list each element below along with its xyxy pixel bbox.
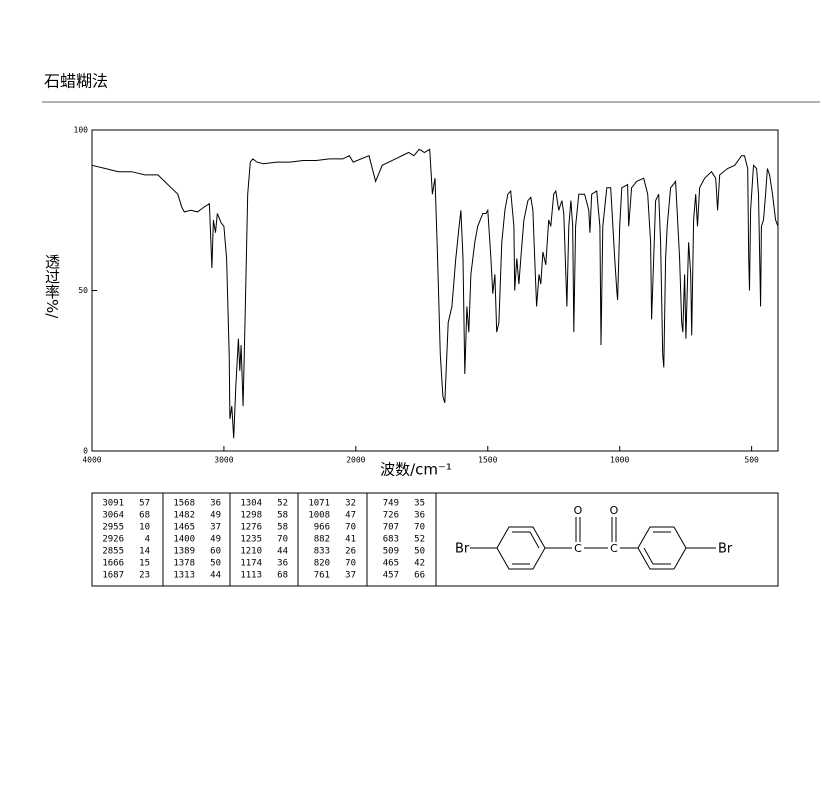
x-tick-label: 1000 [610,456,629,465]
peak-transmittance: 68 [139,511,150,521]
table-frame [91,492,779,587]
peak-wavenumber: 2855 [102,547,124,557]
spectrum-line [91,148,779,439]
peak-wavenumber: 1276 [240,523,262,533]
peak-transmittance: 44 [210,571,221,581]
peak-wavenumber: 1666 [102,559,124,569]
peak-wavenumber: 726 [383,511,399,521]
peak-wavenumber: 707 [383,523,399,533]
x-tick-label: 3000 [214,456,233,465]
peak-transmittance: 32 [345,499,356,509]
peak-transmittance: 70 [345,559,356,569]
atom-label: Br [718,542,733,557]
x-tick-label: 2000 [346,456,365,465]
peak-transmittance: 44 [277,547,288,557]
peak-wavenumber: 749 [383,499,399,509]
peak-wavenumber: 465 [383,559,399,569]
peak-transmittance: 70 [345,523,356,533]
peak-wavenumber: 1568 [173,499,195,509]
peak-wavenumber: 1298 [240,511,262,521]
y-axis-label: 透过率%/ [43,254,61,319]
peak-wavenumber: 882 [314,535,330,545]
peak-wavenumber: 1174 [240,559,262,569]
peak-transmittance: 70 [277,535,288,545]
peak-transmittance: 42 [414,559,425,569]
peak-wavenumber: 683 [383,535,399,545]
peak-transmittance: 50 [210,559,221,569]
peak-wavenumber: 1313 [173,571,195,581]
peak-wavenumber: 1210 [240,547,262,557]
atom-label: O [610,504,619,517]
page-title: 石蜡糊法 [44,72,108,91]
peak-wavenumber: 1465 [173,523,195,533]
x-tick-label: 4000 [82,456,101,465]
peak-transmittance: 4 [145,535,150,545]
peak-wavenumber: 966 [314,523,330,533]
peak-wavenumber: 1482 [173,511,195,521]
peak-transmittance: 15 [139,559,150,569]
peak-wavenumber: 1304 [240,499,262,509]
peak-transmittance: 66 [414,571,425,581]
atom-label: Br [455,542,470,557]
peak-wavenumber: 3064 [102,511,124,521]
plot-frame [91,129,779,452]
peak-transmittance: 10 [139,523,150,533]
peak-transmittance: 58 [277,511,288,521]
peak-wavenumber: 1400 [173,535,195,545]
peak-transmittance: 50 [414,547,425,557]
peak-transmittance: 36 [277,559,288,569]
peak-transmittance: 37 [345,571,356,581]
peak-transmittance: 52 [277,499,288,509]
peak-wavenumber: 820 [314,559,330,569]
peak-transmittance: 68 [277,571,288,581]
atom-label: C [574,542,582,555]
peak-transmittance: 57 [139,499,150,509]
peak-transmittance: 23 [139,571,150,581]
peak-wavenumber: 761 [314,571,330,581]
peak-wavenumber: 1071 [308,499,330,509]
peak-wavenumber: 1378 [173,559,195,569]
peak-transmittance: 36 [414,511,425,521]
peak-transmittance: 36 [210,499,221,509]
peak-wavenumber: 1235 [240,535,262,545]
peak-wavenumber: 833 [314,547,330,557]
peak-transmittance: 37 [210,523,221,533]
peak-wavenumber: 1389 [173,547,195,557]
x-tick-label: 1500 [478,456,497,465]
peak-transmittance: 41 [345,535,356,545]
peak-transmittance: 60 [210,547,221,557]
atom-label: C [610,542,618,555]
peak-wavenumber: 457 [383,571,399,581]
peak-wavenumber: 1008 [308,511,330,521]
peak-transmittance: 70 [414,523,425,533]
peak-transmittance: 35 [414,499,425,509]
peak-transmittance: 58 [277,523,288,533]
peak-wavenumber: 2926 [102,535,124,545]
peak-transmittance: 52 [414,535,425,545]
table-dividers [162,493,437,586]
peak-transmittance: 47 [345,511,356,521]
peak-wavenumber: 509 [383,547,399,557]
peak-wavenumber: 3091 [102,499,124,509]
structure-bonds [470,517,716,570]
y-tick-label: 50 [78,286,88,295]
y-tick-label: 0 [83,447,88,456]
y-tick-label: 100 [74,126,89,135]
x-axis-label: 波数/cm⁻¹ [380,461,452,479]
peak-transmittance: 26 [345,547,356,557]
peak-wavenumber: 1113 [240,571,262,581]
x-tick-label: 500 [744,456,759,465]
peak-transmittance: 49 [210,535,221,545]
peak-transmittance: 49 [210,511,221,521]
peak-transmittance: 14 [139,547,150,557]
peak-wavenumber: 2955 [102,523,124,533]
atom-label: O [574,504,583,517]
peak-wavenumber: 1687 [102,571,124,581]
